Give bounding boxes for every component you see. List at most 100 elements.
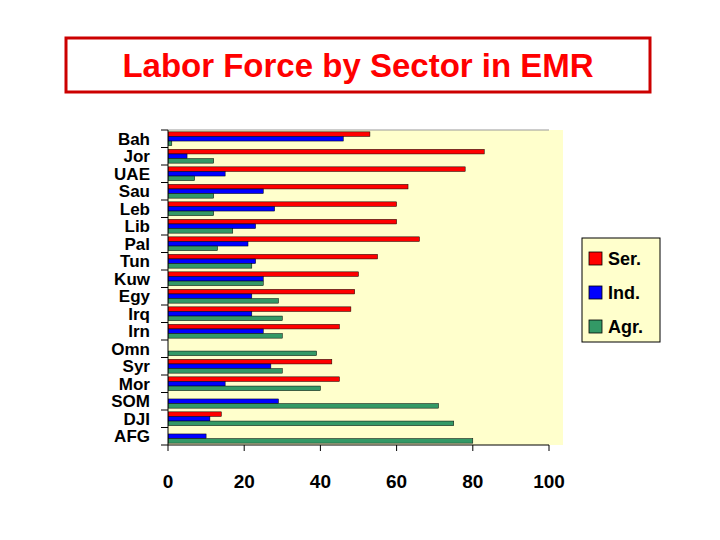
bar — [168, 184, 408, 189]
category-tick — [161, 357, 168, 358]
legend-swatch — [589, 320, 602, 333]
bar — [168, 241, 248, 246]
x-tick-label: 80 — [462, 471, 483, 492]
bar — [168, 206, 275, 211]
bars — [168, 132, 484, 443]
bar — [168, 167, 465, 172]
x-tick — [472, 445, 473, 451]
category-tick — [161, 427, 168, 428]
legend-swatch — [589, 252, 602, 265]
category-label: Pal — [124, 235, 150, 254]
bar — [168, 364, 271, 369]
category-label: UAE — [114, 165, 150, 184]
category-tick — [161, 165, 168, 166]
category-label: Syr — [123, 357, 151, 376]
bar — [168, 404, 439, 409]
legend-swatch — [589, 286, 602, 299]
legend-label: Ser. — [608, 249, 641, 269]
bar — [168, 359, 332, 364]
bar — [168, 159, 214, 164]
legend-label: Ind. — [608, 283, 640, 303]
category-label: AFG — [114, 427, 150, 446]
category-label: Kuw — [114, 270, 151, 289]
bar — [168, 229, 233, 234]
category-label: Irq — [128, 305, 150, 324]
category-label: DJI — [124, 410, 150, 429]
x-tick-label: 60 — [386, 471, 407, 492]
bar — [168, 386, 320, 391]
x-tick — [549, 445, 550, 451]
bar — [168, 154, 187, 159]
bar — [168, 289, 355, 294]
plot-background — [168, 130, 563, 445]
bar — [168, 149, 484, 154]
category-label: SOM — [111, 392, 150, 411]
x-tick — [244, 445, 245, 451]
category-label: Egy — [119, 287, 151, 306]
bar — [168, 219, 397, 224]
category-tick — [161, 235, 168, 236]
bar — [168, 254, 378, 259]
bar — [168, 141, 172, 146]
category-label: Mor — [119, 375, 151, 394]
x-axis — [168, 445, 549, 446]
legend: Ser. Ind. Agr. — [582, 238, 660, 342]
bar — [168, 416, 210, 421]
category-tick — [161, 252, 168, 253]
category-tick — [161, 410, 168, 411]
category-label: Leb — [120, 200, 150, 219]
bar — [168, 194, 214, 199]
category-tick — [161, 147, 168, 148]
bar — [168, 237, 419, 242]
bar — [168, 421, 454, 426]
bar — [168, 412, 221, 417]
bar — [168, 276, 263, 281]
category-tick — [161, 322, 168, 323]
category-tick — [161, 200, 168, 201]
category-tick — [161, 270, 168, 271]
x-tick-label: 20 — [234, 471, 255, 492]
bar — [168, 377, 339, 382]
category-label: Irn — [128, 322, 150, 341]
legend-label: Agr. — [608, 317, 643, 337]
x-tick — [320, 445, 321, 451]
category-tick — [161, 287, 168, 288]
plot-frame — [168, 130, 549, 131]
category-label: Lib — [125, 217, 151, 236]
title: Labor Force by Sector in EMR — [122, 47, 593, 84]
bar — [168, 281, 263, 286]
bar — [168, 399, 278, 404]
x-tick-label: 40 — [310, 471, 331, 492]
x-tick-label: 100 — [533, 471, 565, 492]
bar — [168, 272, 359, 277]
category-label: Jor — [124, 147, 151, 166]
bar — [168, 329, 263, 334]
category-tick — [161, 305, 168, 306]
bar — [168, 439, 473, 444]
bar — [168, 351, 317, 356]
category-tick — [161, 130, 168, 131]
title-box — [66, 38, 650, 92]
category-tick — [161, 182, 168, 183]
bar — [168, 307, 351, 312]
chart-root: Labor Force by Sector in EMRBahJorUAESau… — [0, 0, 720, 540]
category-tick — [161, 445, 168, 446]
bar — [168, 334, 282, 339]
bar — [168, 171, 225, 176]
bar — [168, 316, 282, 321]
category-tick — [161, 375, 168, 376]
x-tick-label: 0 — [163, 471, 174, 492]
x-tick — [168, 445, 169, 451]
bar — [168, 224, 256, 229]
category-label: Bah — [118, 130, 150, 149]
legend-box — [582, 238, 660, 342]
bar — [168, 259, 256, 264]
bar — [168, 381, 225, 386]
category-tick — [161, 217, 168, 218]
bar — [168, 299, 278, 304]
category-label: Tun — [120, 252, 150, 271]
bar — [168, 176, 195, 181]
category-label: Omn — [111, 340, 150, 359]
bar — [168, 202, 397, 207]
bar — [168, 132, 370, 137]
